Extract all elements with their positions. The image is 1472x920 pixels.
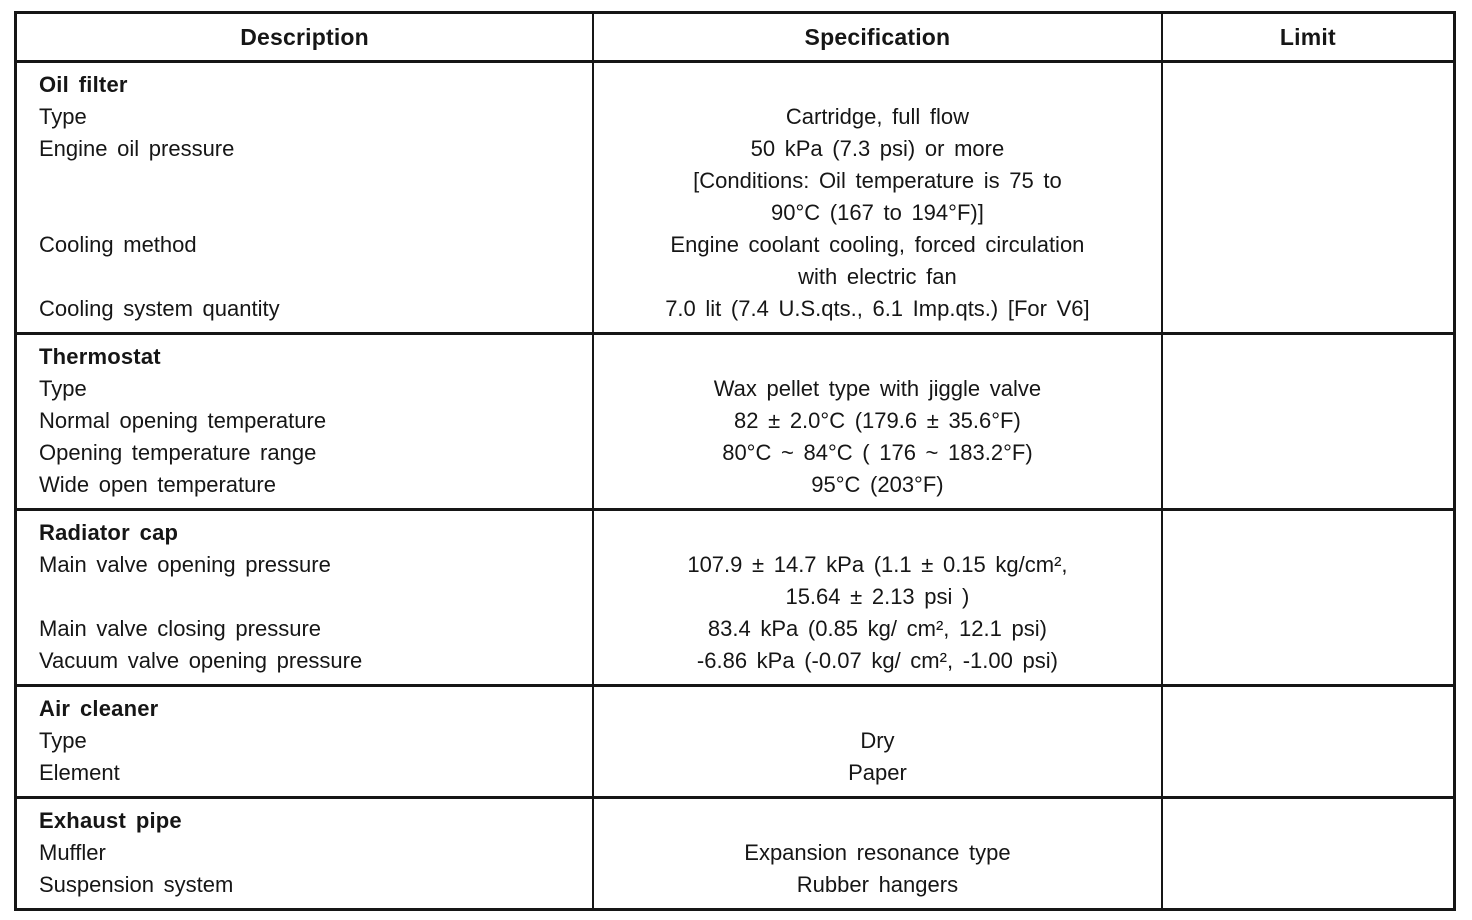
specification-line: Dry xyxy=(860,728,895,753)
specification-line xyxy=(602,341,1153,373)
description-cell: Air cleaner Type Element xyxy=(17,687,592,796)
description-cell: Oil filter Type Engine oil pressure Cooling… xyxy=(17,63,592,332)
specification-line xyxy=(602,693,1153,725)
specification-line: Engine coolant cooling, forced circulati… xyxy=(670,232,1085,257)
description-line: Vacuum valve opening pressure xyxy=(39,648,363,673)
limit-cell xyxy=(1160,63,1453,332)
specification-line: [Conditions: Oil temperature is 75 to xyxy=(693,168,1062,193)
limit-cell xyxy=(1160,799,1453,908)
description-line: Main valve closing pressure xyxy=(39,616,322,641)
specification-line: 15.64 ± 2.13 psi ) xyxy=(785,584,970,609)
specification-line: 90°C (167 to 194°F)] xyxy=(771,200,984,225)
description-line xyxy=(25,197,584,229)
specification-line: Paper xyxy=(848,760,907,785)
description-cell: Radiator cap Main valve opening pressure M… xyxy=(17,511,592,684)
specification-cell: Cartridge, full flow 50 kPa (7.3 psi) or … xyxy=(592,63,1161,332)
specification-line: 107.9 ± 14.7 kPa (1.1 ± 0.15 kg/cm², xyxy=(687,552,1068,577)
header-description: Description xyxy=(240,23,369,50)
description-line: Wide open temperature xyxy=(39,472,276,497)
specification-line: with electric fan xyxy=(798,264,957,289)
specification-cell: 107.9 ± 14.7 kPa (1.1 ± 0.15 kg/cm², 15.6… xyxy=(592,511,1161,684)
table-row-oil-filter: Oil filter Type Engine oil pressure Cooling… xyxy=(17,60,1453,332)
description-line: Normal opening temperature xyxy=(39,408,327,433)
section-title: Thermostat xyxy=(39,344,161,369)
specification-line xyxy=(602,805,1153,837)
limit-cell xyxy=(1160,511,1453,684)
description-line: Type xyxy=(39,728,87,753)
header-specification: Specification xyxy=(592,14,1161,60)
description-line xyxy=(25,165,584,197)
limit-cell xyxy=(1160,335,1453,508)
specification-line: -6.86 kPa (-0.07 kg/ cm², -1.00 psi) xyxy=(696,648,1058,673)
description-line xyxy=(25,261,584,293)
table-row-exhaust-pipe: Exhaust pipe Muffler Suspension system Expa… xyxy=(17,796,1453,908)
specification-line: 50 kPa (7.3 psi) or more xyxy=(750,136,1005,161)
specification-line: 83.4 kPa (0.85 kg/ cm², 12.1 psi) xyxy=(707,616,1047,641)
specification-line: 82 ± 2.0°C (179.6 ± 35.6°F) xyxy=(734,408,1021,433)
header-limit: Limit xyxy=(1160,14,1453,60)
specification-line: Cartridge, full flow xyxy=(785,104,969,129)
specification-line: Wax pellet type with jiggle valve xyxy=(713,376,1042,401)
specification-line: Expansion resonance type xyxy=(744,840,1011,865)
table-row-air-cleaner: Air cleaner Type Element Dry Paper xyxy=(17,684,1453,796)
description-line: Cooling method xyxy=(39,232,197,257)
section-title: Exhaust pipe xyxy=(39,808,182,833)
description-cell: Exhaust pipe Muffler Suspension system xyxy=(17,799,592,908)
section-title: Oil filter xyxy=(39,72,128,97)
description-line: Type xyxy=(39,376,87,401)
description-line: Engine oil pressure xyxy=(39,136,235,161)
description-line: Suspension system xyxy=(39,872,234,897)
table-row-radiator-cap: Radiator cap Main valve opening pressure M… xyxy=(17,508,1453,684)
description-line: Opening temperature range xyxy=(39,440,317,465)
specification-line xyxy=(602,517,1153,549)
description-cell: Thermostat Type Normal opening temperature… xyxy=(17,335,592,508)
description-line: Cooling system quantity xyxy=(39,296,280,321)
description-line: Main valve opening pressure xyxy=(39,552,331,577)
specification-cell: Dry Paper xyxy=(592,687,1161,796)
specification-line: 95°C (203°F) xyxy=(811,472,944,497)
specification-line: 7.0 lit (7.4 U.S.qts., 6.1 Imp.qts.) [Fo… xyxy=(665,296,1090,321)
specification-cell: Wax pellet type with jiggle valve 82 ± 2.… xyxy=(592,335,1161,508)
table-row-thermostat: Thermostat Type Normal opening temperature… xyxy=(17,332,1453,508)
specification-line xyxy=(602,69,1153,101)
description-line: Type xyxy=(39,104,87,129)
table-header-row: Description Specification Limit xyxy=(17,14,1453,60)
section-title: Air cleaner xyxy=(39,696,159,721)
specification-line: 80°C ~ 84°C ( 176 ~ 183.2°F) xyxy=(722,440,1033,465)
description-line xyxy=(25,581,584,613)
description-line: Muffler xyxy=(39,840,106,865)
section-title: Radiator cap xyxy=(39,520,179,545)
description-line: Element xyxy=(39,760,120,785)
specification-table: Description Specification Limit Oil filt… xyxy=(14,11,1456,911)
specification-cell: Expansion resonance type Rubber hangers xyxy=(592,799,1161,908)
limit-cell xyxy=(1160,687,1453,796)
specification-line: Rubber hangers xyxy=(796,872,959,897)
table-body: Oil filter Type Engine oil pressure Cooling… xyxy=(17,60,1453,908)
